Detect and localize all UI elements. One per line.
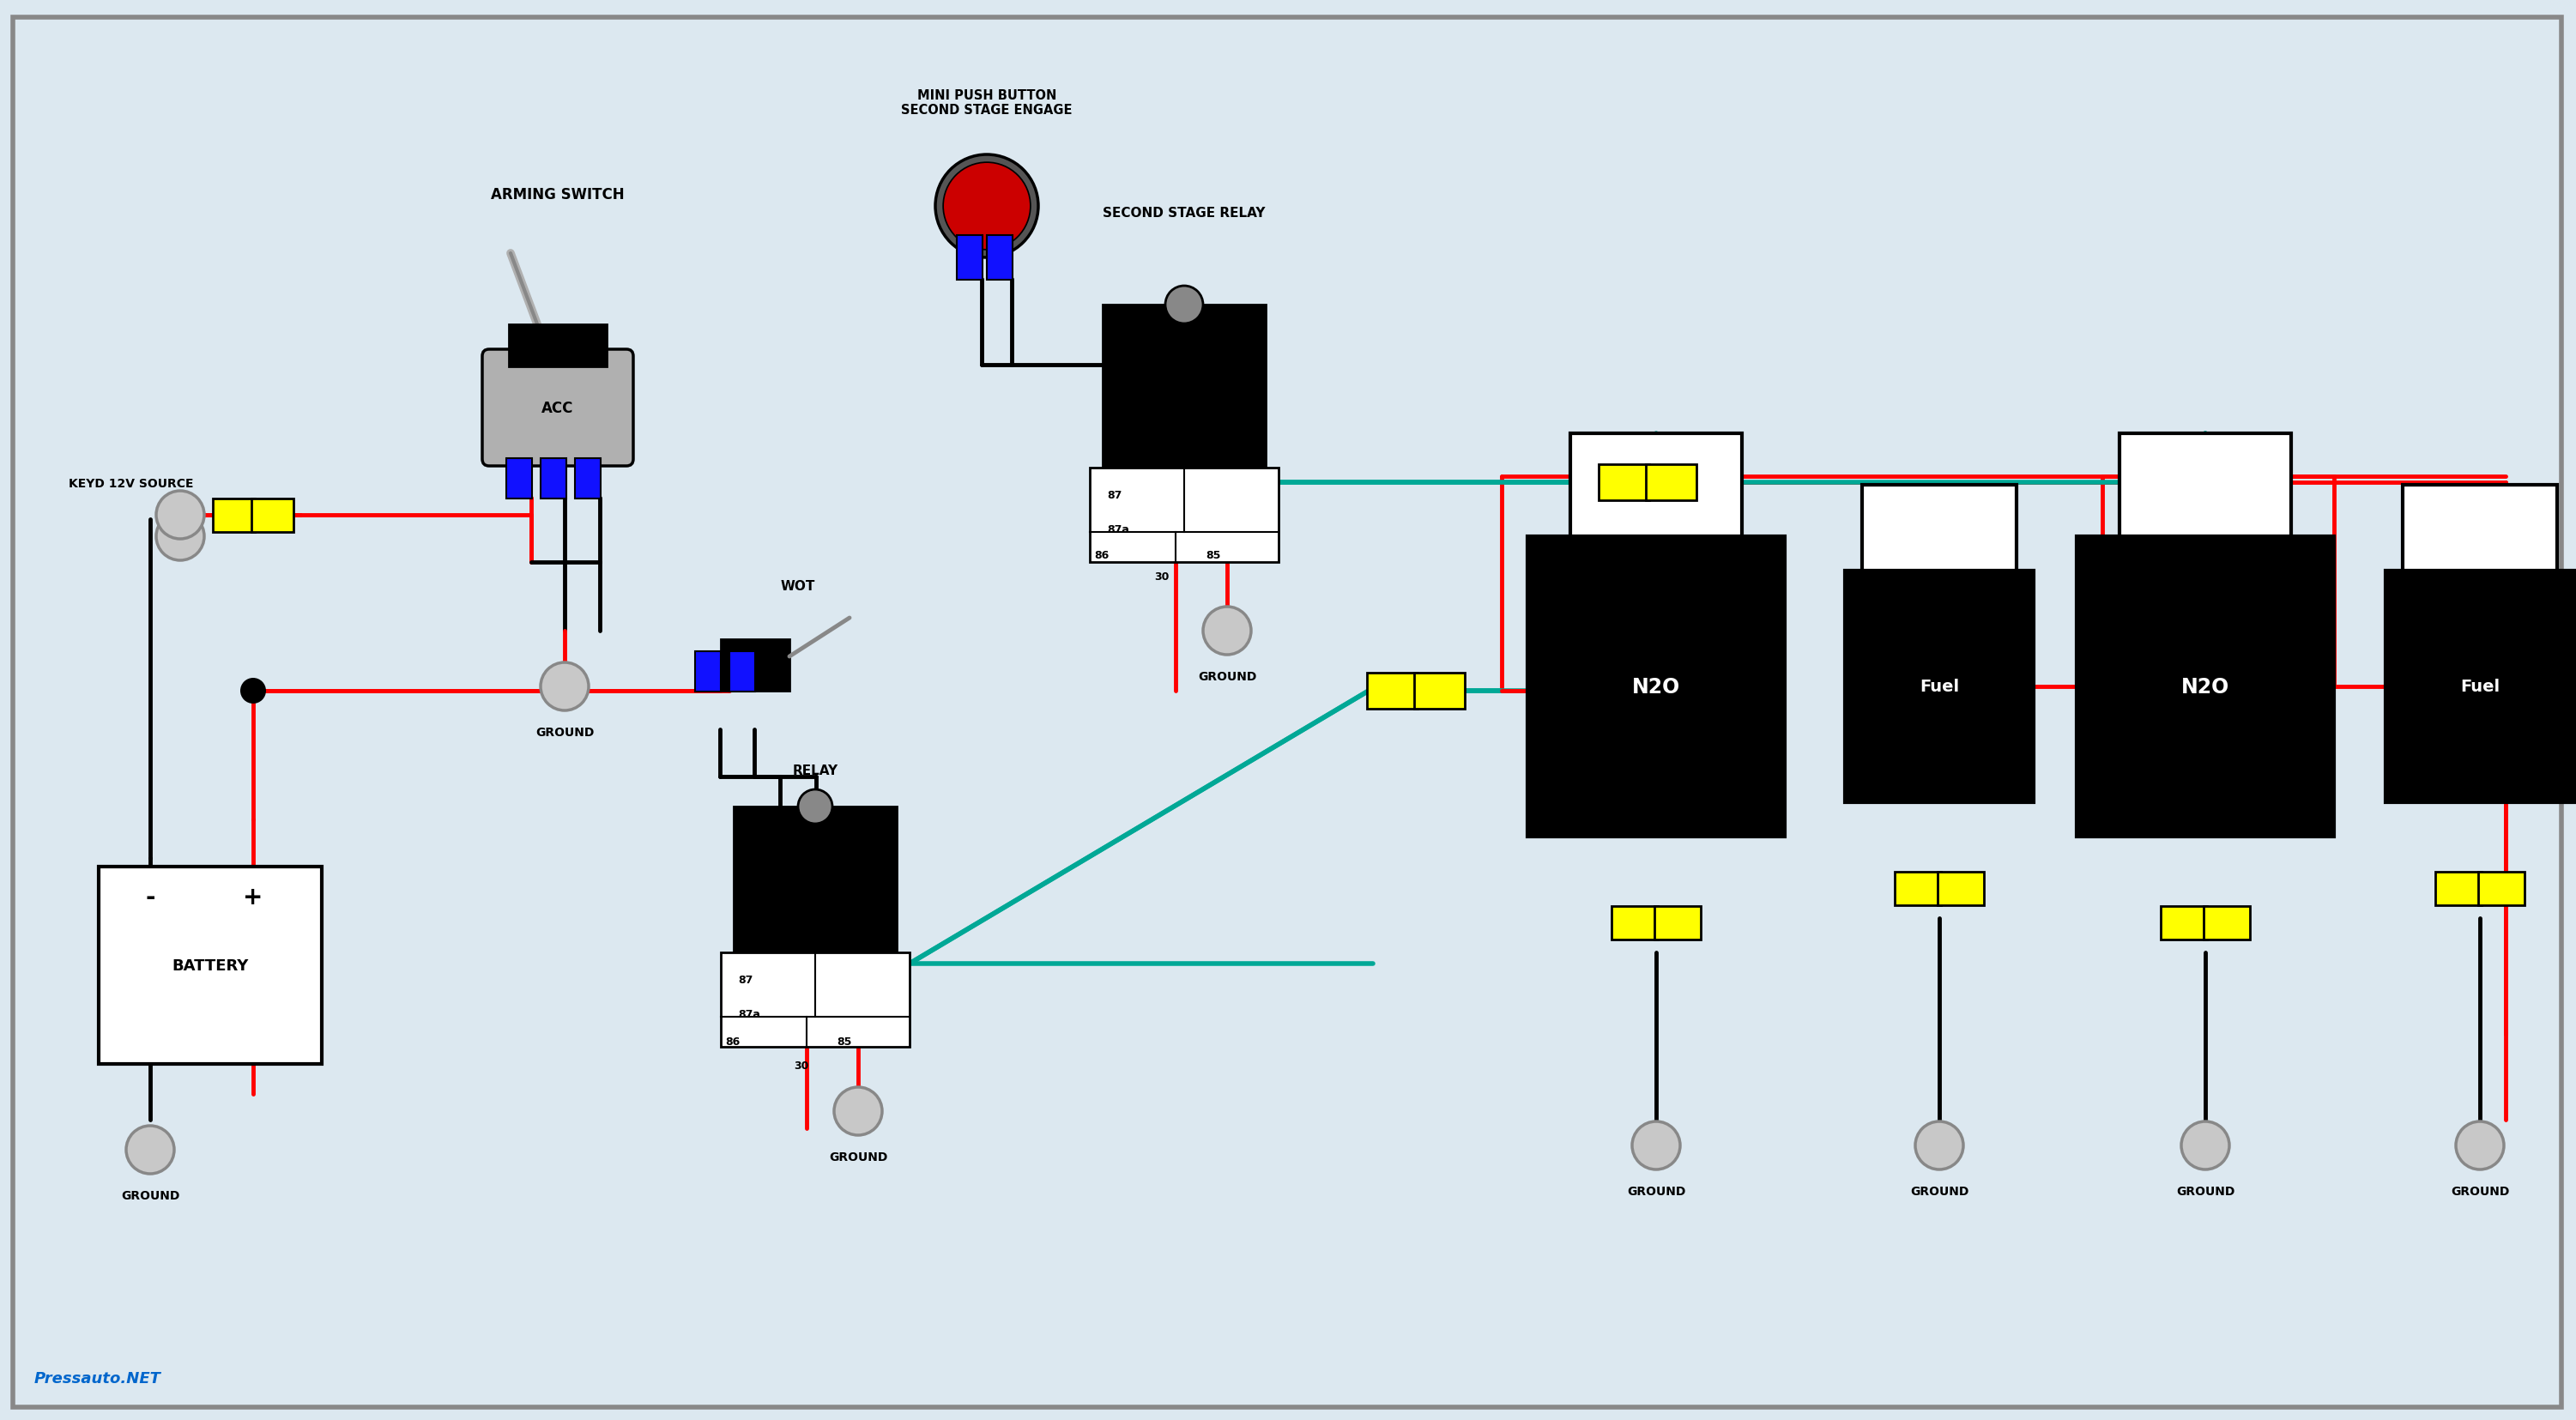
Text: GROUND: GROUND <box>1909 1186 1968 1197</box>
Circle shape <box>1633 1122 1680 1170</box>
FancyBboxPatch shape <box>1613 906 1659 940</box>
Circle shape <box>943 163 1030 250</box>
Text: 87: 87 <box>737 974 752 985</box>
Text: 86: 86 <box>1095 550 1108 561</box>
FancyBboxPatch shape <box>510 325 608 366</box>
Circle shape <box>835 1088 881 1136</box>
FancyBboxPatch shape <box>214 498 255 532</box>
Bar <box>1103 305 1265 477</box>
FancyBboxPatch shape <box>1937 872 1984 905</box>
Bar <box>1862 486 2017 571</box>
Circle shape <box>1164 287 1203 324</box>
Text: 85: 85 <box>1206 550 1221 561</box>
Text: Pressauto.NET: Pressauto.NET <box>33 1370 162 1386</box>
Bar <box>721 639 788 692</box>
Text: 30: 30 <box>793 1059 809 1071</box>
FancyBboxPatch shape <box>2478 872 2524 905</box>
Circle shape <box>240 679 265 704</box>
Circle shape <box>943 163 1030 250</box>
Bar <box>734 807 896 961</box>
Bar <box>1844 571 2032 802</box>
FancyBboxPatch shape <box>482 349 634 467</box>
Text: 87a: 87a <box>737 1008 760 1020</box>
Text: RELAY: RELAY <box>793 764 837 777</box>
Text: GROUND: GROUND <box>2177 1186 2233 1197</box>
Text: Fuel: Fuel <box>2460 679 2499 694</box>
Text: 87: 87 <box>1108 490 1123 501</box>
FancyBboxPatch shape <box>1896 872 1940 905</box>
Text: 30: 30 <box>1154 571 1170 582</box>
Text: 86: 86 <box>724 1035 739 1047</box>
Bar <box>2120 435 2290 537</box>
Text: GROUND: GROUND <box>121 1190 180 1201</box>
Circle shape <box>1917 1122 1963 1170</box>
Bar <box>2385 571 2573 802</box>
FancyBboxPatch shape <box>696 652 721 692</box>
FancyBboxPatch shape <box>2161 906 2208 940</box>
Bar <box>1090 469 1278 562</box>
FancyBboxPatch shape <box>507 459 533 498</box>
FancyBboxPatch shape <box>1600 464 1649 501</box>
FancyBboxPatch shape <box>98 868 322 1064</box>
Text: ARMING SWITCH: ARMING SWITCH <box>492 187 623 203</box>
Bar <box>721 953 909 1047</box>
Text: WOT: WOT <box>781 579 817 592</box>
Text: Fuel: Fuel <box>1919 679 1960 694</box>
Bar <box>1528 537 1785 836</box>
Circle shape <box>2182 1122 2228 1170</box>
FancyBboxPatch shape <box>987 236 1012 280</box>
FancyBboxPatch shape <box>1646 464 1698 501</box>
Circle shape <box>157 491 204 540</box>
Bar <box>2403 486 2558 571</box>
Text: SECOND STAGE RELAY: SECOND STAGE RELAY <box>1103 207 1265 220</box>
Circle shape <box>1203 608 1252 655</box>
Text: +: + <box>242 885 263 909</box>
Text: 85: 85 <box>837 1035 853 1047</box>
Circle shape <box>126 1126 175 1174</box>
FancyBboxPatch shape <box>1414 673 1466 709</box>
FancyBboxPatch shape <box>2434 872 2481 905</box>
Circle shape <box>2455 1122 2504 1170</box>
Bar <box>2076 537 2334 836</box>
FancyBboxPatch shape <box>1654 906 1700 940</box>
Bar <box>1571 435 1741 537</box>
FancyBboxPatch shape <box>574 459 600 498</box>
Circle shape <box>935 155 1038 258</box>
FancyBboxPatch shape <box>541 459 567 498</box>
Text: BATTERY: BATTERY <box>173 958 247 973</box>
Text: KEYD 12V SOURCE: KEYD 12V SOURCE <box>70 477 193 490</box>
Circle shape <box>799 790 832 824</box>
Circle shape <box>157 513 204 561</box>
Circle shape <box>541 663 590 711</box>
FancyBboxPatch shape <box>956 236 981 280</box>
FancyBboxPatch shape <box>729 652 755 692</box>
Text: GROUND: GROUND <box>829 1150 886 1163</box>
Text: ACC: ACC <box>541 400 574 416</box>
Text: GROUND: GROUND <box>1198 670 1257 683</box>
Text: GROUND: GROUND <box>2450 1186 2509 1197</box>
Text: GROUND: GROUND <box>536 726 595 738</box>
FancyBboxPatch shape <box>1368 673 1417 709</box>
Text: N2O: N2O <box>2182 676 2228 697</box>
Text: GROUND: GROUND <box>1628 1186 1685 1197</box>
Text: -: - <box>144 885 155 909</box>
FancyBboxPatch shape <box>13 18 2561 1407</box>
FancyBboxPatch shape <box>252 498 294 532</box>
Text: N2O: N2O <box>1633 676 1680 697</box>
Text: MINI PUSH BUTTON
SECOND STAGE ENGAGE: MINI PUSH BUTTON SECOND STAGE ENGAGE <box>902 89 1072 116</box>
FancyBboxPatch shape <box>2202 906 2249 940</box>
Text: 87a: 87a <box>1108 524 1128 535</box>
